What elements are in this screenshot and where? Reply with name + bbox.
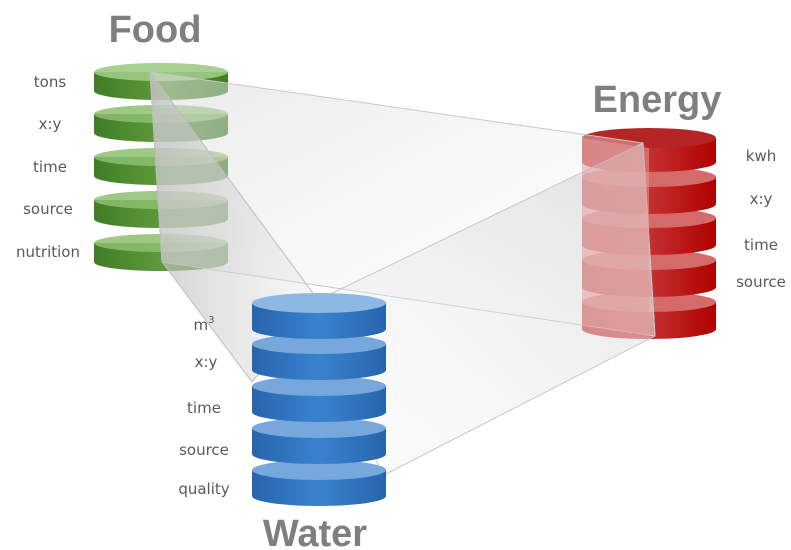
- water-title: Water: [263, 513, 367, 550]
- food-field-label: source: [23, 200, 73, 218]
- energy-title: Energy: [593, 79, 722, 121]
- food-field-label: tons: [34, 73, 67, 91]
- energy-field-label: time: [744, 236, 778, 254]
- water-disk: [252, 460, 386, 506]
- water-disk: [252, 293, 386, 339]
- energy-field-label: source: [736, 273, 786, 291]
- water-cylinder: [252, 293, 386, 506]
- water-field-label: x:y: [195, 353, 218, 371]
- connection-planes: [149, 70, 656, 477]
- water-unit-label: m3: [194, 315, 215, 334]
- water-disk: [252, 376, 386, 422]
- water-disk: [252, 334, 386, 380]
- water-field-label: source: [179, 441, 229, 459]
- energy-field-label: x:y: [750, 190, 773, 208]
- food-field-label: time: [33, 158, 67, 176]
- water-disk: [252, 418, 386, 464]
- food-title: Food: [109, 9, 202, 51]
- food-field-label: x:y: [39, 115, 62, 133]
- water-field-label: quality: [178, 480, 229, 498]
- energy-front-overlay: [582, 138, 649, 339]
- food-field-label: nutrition: [16, 243, 80, 261]
- water-field-label: time: [187, 399, 221, 417]
- energy-field-label: kwh: [746, 147, 776, 165]
